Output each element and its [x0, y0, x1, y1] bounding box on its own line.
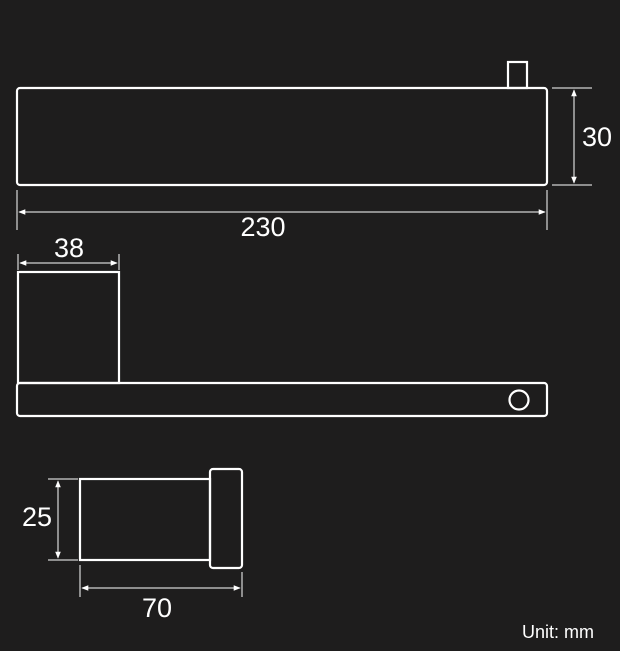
front-view-hole	[508, 389, 530, 411]
front-view: 38	[15, 233, 549, 418]
unit-label: Unit: mm	[522, 622, 594, 642]
mount-height-dimension-label: 25	[22, 502, 52, 532]
side-view-plate	[208, 467, 244, 570]
mount-depth-dimension-label: 70	[142, 593, 172, 623]
top-view: 30 230	[15, 60, 612, 242]
side-view-body	[78, 477, 212, 562]
top-view-pin	[506, 60, 529, 90]
side-view: 25 70	[22, 467, 244, 623]
front-view-mount-block	[16, 270, 121, 385]
mount-width-dimension-label: 38	[54, 233, 84, 263]
height-dimension-label: 30	[582, 122, 612, 152]
top-view-body	[15, 86, 549, 187]
front-view-arm	[15, 381, 549, 418]
length-dimension-label: 230	[240, 212, 285, 242]
